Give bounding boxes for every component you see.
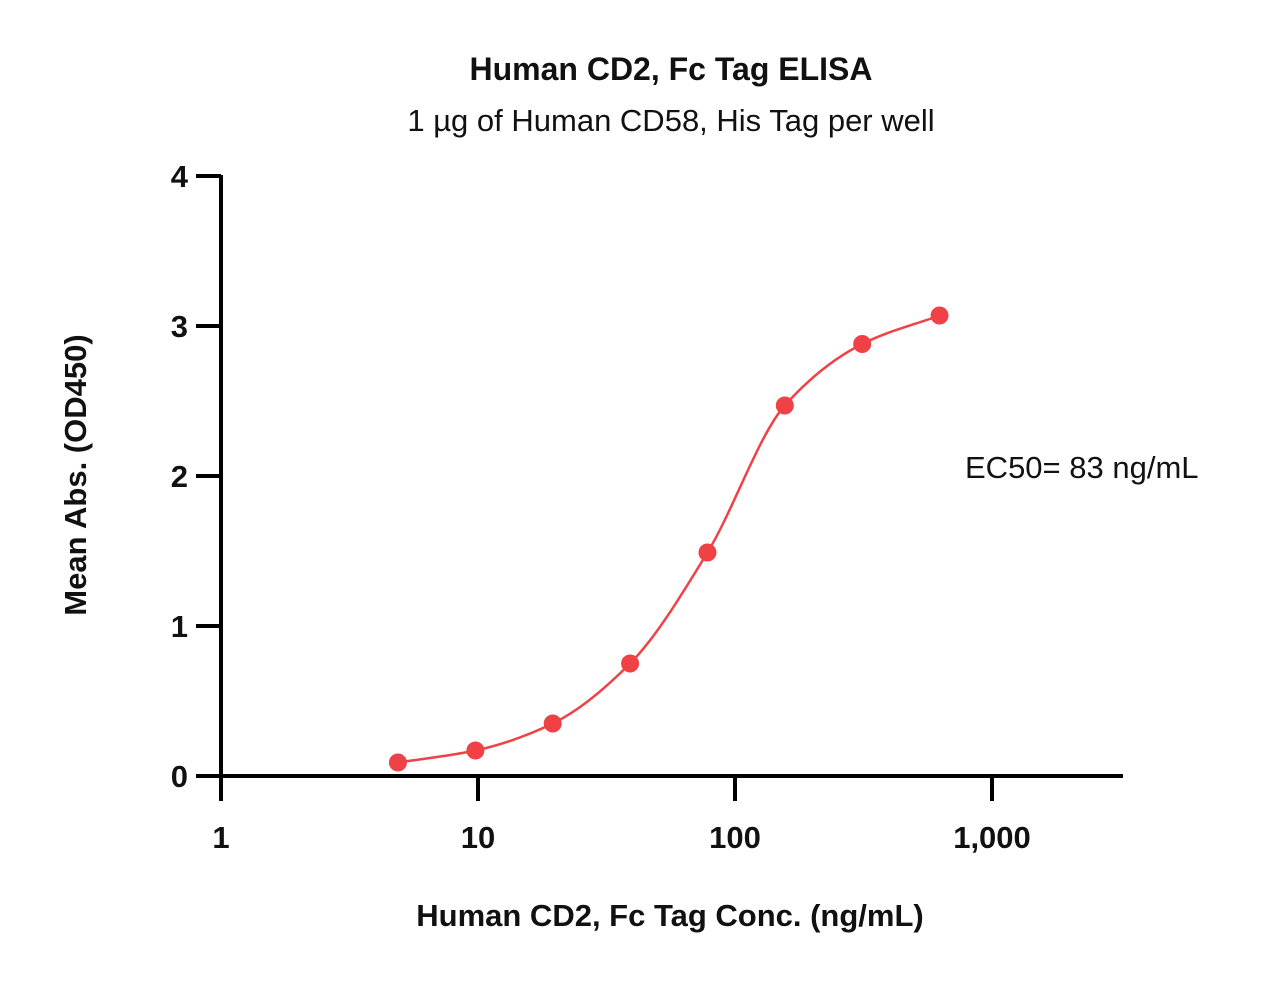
data-point xyxy=(698,543,717,562)
x-tick-label: 10 xyxy=(461,820,495,855)
data-point xyxy=(930,306,949,325)
data-point xyxy=(466,741,485,760)
y-axis: 0 1 2 3 4 xyxy=(171,159,223,794)
chart-title: Human CD2, Fc Tag ELISA xyxy=(469,51,872,87)
fit-curve xyxy=(397,314,940,764)
y-tick-label: 1 xyxy=(171,609,188,644)
y-tick-label: 3 xyxy=(171,309,188,344)
x-tick-label: 1,000 xyxy=(953,820,1031,855)
data-point xyxy=(543,714,562,733)
fit-curve-group xyxy=(397,314,940,764)
data-points xyxy=(388,306,949,772)
data-point xyxy=(388,753,407,772)
y-tick-label: 0 xyxy=(171,759,188,794)
ec50-annotation: EC50= 83 ng/mL xyxy=(965,450,1199,485)
y-axis-title: Mean Abs. (OD450) xyxy=(58,334,93,615)
x-tick-label: 100 xyxy=(709,820,761,855)
data-point xyxy=(853,335,872,353)
y-tick-label: 4 xyxy=(171,159,189,194)
x-tick-label: 1 xyxy=(212,820,229,855)
chart-subtitle: 1 µg of Human CD58, His Tag per well xyxy=(407,103,934,138)
data-point xyxy=(621,654,640,673)
x-axis: 1 10 100 1,000 xyxy=(196,774,1123,855)
data-point xyxy=(775,396,794,415)
x-axis-title: Human CD2, Fc Tag Conc. (ng/mL) xyxy=(416,898,924,933)
y-tick-label: 2 xyxy=(171,459,188,494)
